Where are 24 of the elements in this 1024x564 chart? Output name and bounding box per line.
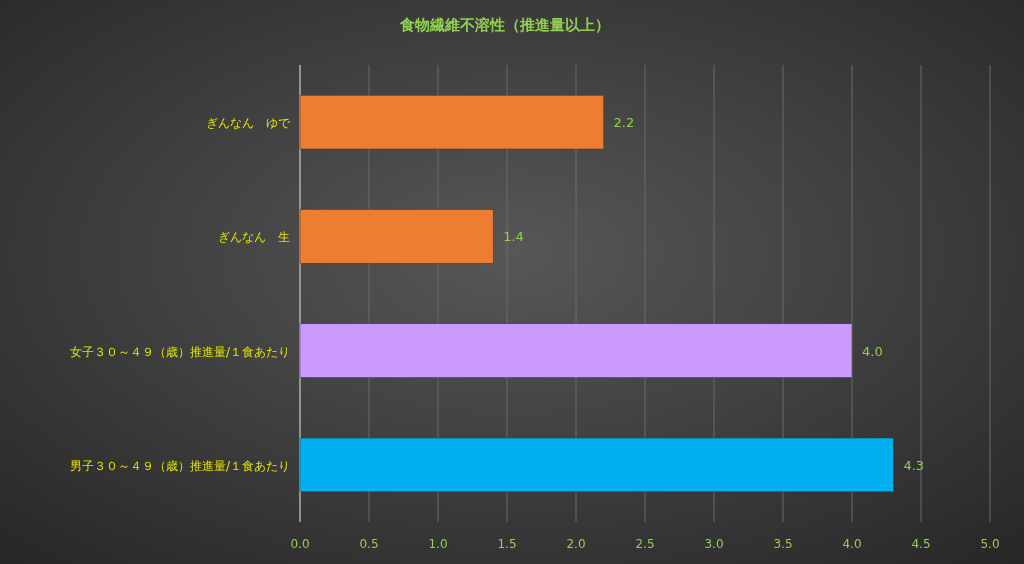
x-tick-label: 3.0 <box>704 537 724 551</box>
x-tick-label: 1.0 <box>428 537 448 551</box>
bar <box>299 95 604 150</box>
y-tick-label: ぎんなん ゆで <box>206 116 291 131</box>
bar <box>299 209 494 264</box>
data-label: 1.4 <box>503 229 524 245</box>
x-tick-label: 5.0 <box>980 537 1000 551</box>
data-label: 4.3 <box>903 457 925 473</box>
bar <box>299 437 894 492</box>
x-tick-label: 4.0 <box>842 537 862 551</box>
y-tick-label: 女子３０～４９（歳）推進量/１食あたり <box>69 344 290 359</box>
data-label: 2.2 <box>613 115 635 131</box>
x-tick-label: 1.5 <box>497 537 517 551</box>
x-tick-label: 0.5 <box>359 537 379 551</box>
y-tick-label: 男子３０～４９（歳）推進量/１食あたり <box>69 458 290 473</box>
chart-title: 食物繊維不溶性（推進量以上） <box>399 16 610 34</box>
data-label: 4.0 <box>862 343 883 359</box>
x-tick-label: 0.0 <box>290 537 310 551</box>
y-tick-label: ぎんなん 生 <box>218 230 290 245</box>
x-tick-label: 3.5 <box>773 537 793 551</box>
x-tick-label: 4.5 <box>911 537 931 551</box>
x-tick-label: 2.5 <box>635 537 655 551</box>
bar <box>299 323 853 378</box>
x-tick-label: 2.0 <box>566 537 586 551</box>
